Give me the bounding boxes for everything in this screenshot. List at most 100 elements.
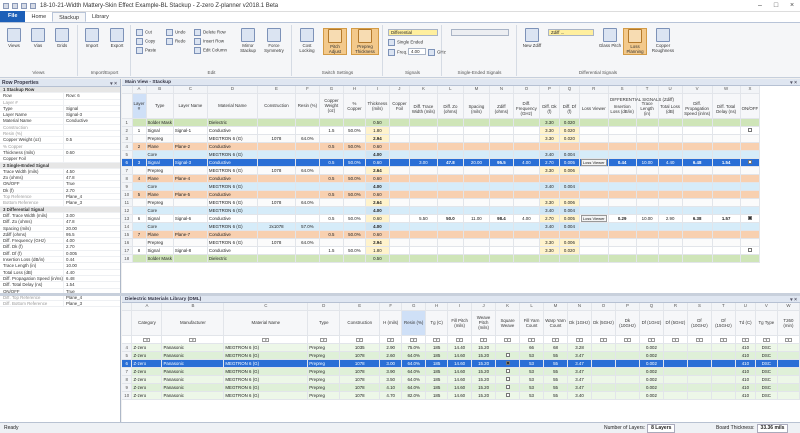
cell-layer[interactable]: [132, 206, 147, 215]
cell-ddf[interactable]: [559, 190, 580, 199]
cell-h[interactable]: 4.70: [379, 391, 403, 400]
checkbox-icon[interactable]: [505, 385, 510, 390]
cell-tl[interactable]: [636, 174, 659, 183]
cell-dk10[interactable]: [615, 359, 640, 368]
cell-layer[interactable]: 8: [132, 246, 147, 255]
cell-th[interactable]: 4.00: [365, 150, 390, 159]
column-header[interactable]: Td (C): [735, 310, 756, 336]
cell-layer[interactable]: [132, 166, 147, 175]
cell-type[interactable]: Prepreg: [307, 375, 341, 384]
filter-cell[interactable]: ▾: [425, 335, 449, 344]
cell-mat[interactable]: Conductive: [207, 230, 258, 239]
cell-tl[interactable]: [636, 142, 659, 151]
stackup-row[interactable]: 14 Core MEGTRON 6 (G) 2x1078 57.0% 4.00 3.40 0.…: [122, 222, 761, 231]
cell-fp[interactable]: 14.40: [447, 343, 473, 352]
cell-pc[interactable]: [343, 206, 366, 215]
column-header[interactable]: Diff. Zo (ohms): [437, 93, 464, 119]
tab-file[interactable]: File: [0, 11, 26, 22]
column-letter[interactable]: B: [146, 86, 174, 94]
filter-dropdown-icon[interactable]: ▾: [387, 337, 395, 342]
cell-type[interactable]: Prepreg: [146, 198, 174, 207]
cell-foil[interactable]: [389, 198, 410, 207]
property-row[interactable]: Row Row: 6: [0, 93, 120, 100]
property-row[interactable]: Spacing (mils) 20.00: [0, 225, 120, 232]
cell-mfr[interactable]: Panasonic: [161, 391, 225, 400]
column-header[interactable]: Layer Name: [173, 93, 208, 119]
cell-tot[interactable]: 2.90: [658, 214, 683, 223]
cell-zd[interactable]: [489, 230, 514, 239]
checkbox-icon[interactable]: [505, 393, 510, 398]
cell-ddf[interactable]: 0.020: [559, 118, 580, 127]
column-header[interactable]: Warp Yarn Count: [543, 310, 568, 336]
cell-dk5[interactable]: [591, 351, 616, 360]
cell-ddf[interactable]: 0.006: [559, 166, 580, 175]
column-header[interactable]: Df (1GHz): [639, 310, 664, 336]
cell-fp[interactable]: 14.60: [447, 359, 473, 368]
cell-cw[interactable]: 0.5: [319, 142, 344, 151]
column-letter[interactable]: K: [409, 86, 438, 94]
property-row[interactable]: Zdiff (ohms) 95.5: [0, 231, 120, 239]
cell-mat[interactable]: MEGTRON 6 (G): [207, 238, 258, 247]
filter-dropdown-icon[interactable]: ▾: [356, 337, 364, 342]
filter-cell[interactable]: ▾: [339, 335, 381, 344]
cell-tl[interactable]: [636, 166, 659, 175]
cell-tl[interactable]: 10.00: [636, 158, 659, 167]
filter-cell[interactable]: ▾: [639, 335, 664, 344]
column-letter[interactable]: T: [711, 303, 736, 311]
cell-type[interactable]: Core: [146, 222, 174, 231]
new-zdiff-button[interactable]: New Zdiff: [520, 28, 544, 48]
cell-dl[interactable]: [712, 254, 741, 263]
column-header[interactable]: ON/OFF: [740, 93, 761, 119]
force-symmetry-button[interactable]: Force Symmetry: [262, 28, 286, 53]
cell-mat[interactable]: MEGTRON 6 (G): [207, 166, 258, 175]
column-header[interactable]: Manufacturer: [161, 310, 225, 336]
cell-th[interactable]: 0.60: [365, 142, 390, 151]
column-letter[interactable]: T: [636, 86, 659, 94]
cell-t260[interactable]: [777, 391, 800, 400]
property-row[interactable]: Diff. Top Reference Plane_4: [0, 294, 120, 302]
cell-df[interactable]: [513, 134, 540, 143]
cell-cw[interactable]: 0.5: [319, 174, 344, 183]
cell-df10[interactable]: [687, 359, 712, 368]
cell-il[interactable]: [608, 150, 637, 159]
filter-cell[interactable]: ▾: [161, 335, 225, 344]
on-off-checkbox[interactable]: [740, 190, 761, 199]
cell-ps[interactable]: [682, 150, 713, 159]
pitch-adjust-button[interactable]: Pitch Adjust: [323, 28, 347, 55]
property-value[interactable]: Plane_4: [63, 194, 120, 200]
cell-name[interactable]: [173, 166, 208, 175]
cell-dk[interactable]: 3.30: [539, 134, 560, 143]
filter-cell[interactable]: ▾: [591, 335, 616, 344]
cell-df5[interactable]: [663, 343, 688, 352]
on-off-checkbox[interactable]: [740, 158, 761, 167]
square-weave-checkbox[interactable]: [495, 359, 521, 368]
cell-tl[interactable]: [636, 222, 659, 231]
cell-resin[interactable]: [295, 254, 320, 263]
undo-button[interactable]: Undo: [166, 29, 186, 36]
cell-dk[interactable]: [539, 230, 560, 239]
row-number[interactable]: 16: [122, 238, 133, 247]
cell-cw[interactable]: [319, 134, 344, 143]
cell-name[interactable]: [173, 118, 208, 127]
cell-ps[interactable]: [682, 142, 713, 151]
cell-dl[interactable]: [712, 190, 741, 199]
cell-df5[interactable]: [663, 383, 688, 392]
cut-button[interactable]: Cut: [136, 29, 152, 36]
cell-dtw[interactable]: [409, 230, 438, 239]
cell-foil[interactable]: [389, 142, 410, 151]
filter-dropdown-icon[interactable]: ▾: [433, 337, 441, 342]
cell-dk1[interactable]: 3.47: [567, 367, 592, 376]
property-value[interactable]: 6.48: [63, 275, 120, 282]
column-letter[interactable]: C: [223, 303, 309, 311]
cell-df[interactable]: [513, 118, 540, 127]
cell-pc[interactable]: 50.0%: [343, 158, 366, 167]
dml-row[interactable]: 5 Z-zero Panasonic MEGTRON 6 (G) Prepreg 1078…: [122, 351, 800, 360]
column-header[interactable]: Loss Viewer: [579, 93, 609, 119]
cell-lv[interactable]: [579, 126, 609, 135]
cell-tot[interactable]: [658, 126, 683, 135]
property-row[interactable]: Diff. Frequency (GHz) 4.00: [0, 238, 120, 245]
cell-name[interactable]: [173, 206, 208, 215]
column-header[interactable]: Material Name: [223, 310, 309, 336]
property-value[interactable]: Signal: [63, 105, 120, 112]
cell-td[interactable]: 410: [735, 375, 756, 384]
